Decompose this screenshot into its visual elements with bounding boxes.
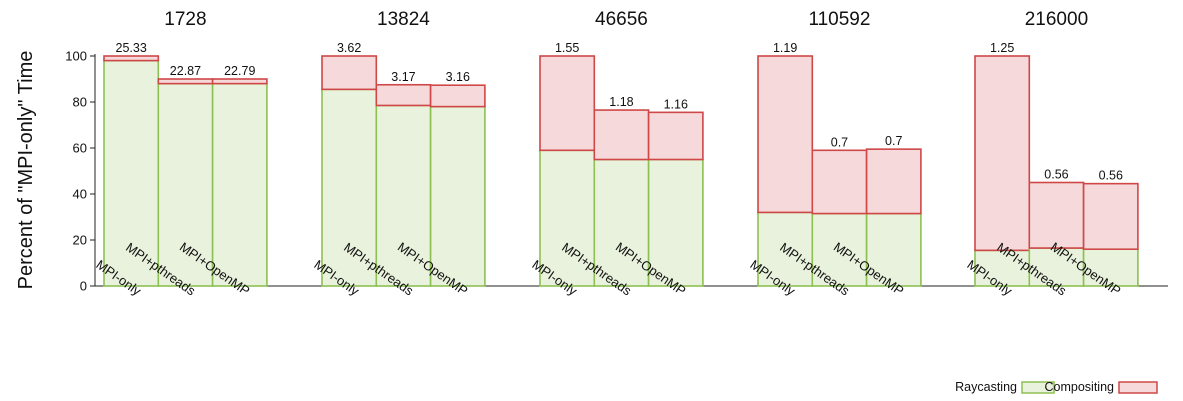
raycasting-bar	[1082, 248, 1139, 287]
compositing-bar	[1082, 182, 1139, 250]
data-label: 1.16	[664, 97, 688, 111]
compositing-bar	[103, 55, 160, 62]
group-title: 46656	[595, 9, 648, 30]
data-label: 0.56	[1044, 168, 1068, 182]
bar-group: 2160001.25MPI-only0.56MPI+pthreads0.56MP…	[964, 9, 1139, 299]
data-label: 3.16	[446, 70, 470, 84]
group-title: 1728	[164, 9, 206, 30]
group-title: 13824	[377, 9, 430, 30]
compositing-bar	[211, 78, 268, 85]
raycasting-bar	[375, 104, 432, 287]
data-label: 0.56	[1099, 169, 1123, 183]
raycasting-bar	[157, 82, 214, 287]
compositing-bar	[1028, 181, 1085, 249]
bar-group: 172825.33MPI-only22.87MPI+pthreads22.79M…	[93, 9, 268, 299]
raycasting-bar	[974, 249, 1031, 287]
legend-label-raycasting: Raycasting	[955, 380, 1017, 394]
legend-swatch-compositing	[1118, 381, 1158, 394]
y-tick-label: 0	[80, 279, 87, 294]
compositing-bar	[811, 149, 868, 215]
y-tick-label: 20	[73, 233, 87, 248]
bar-group: 466561.55MPI-only1.18MPI+pthreads1.16MPI…	[529, 9, 704, 299]
y-tick-label: 40	[73, 187, 87, 202]
y-axis-label: Percent of "MPI-only" Time	[15, 51, 37, 290]
compositing-bar	[865, 148, 922, 215]
compositing-bar	[757, 55, 814, 214]
raycasting-bar	[539, 149, 596, 287]
data-label: 22.79	[224, 64, 255, 78]
data-label: 3.62	[337, 41, 361, 55]
compositing-bar	[539, 55, 596, 152]
raycasting-bar	[429, 105, 486, 287]
raycasting-bar	[211, 82, 268, 287]
raycasting-bar	[811, 212, 868, 287]
data-label: 1.25	[990, 41, 1014, 55]
compositing-bar	[321, 55, 378, 91]
compositing-bar	[429, 84, 486, 108]
group-title: 110592	[808, 9, 870, 30]
data-label: 0.7	[831, 135, 848, 149]
data-label: 1.55	[555, 41, 579, 55]
y-tick-label: 100	[65, 49, 87, 64]
bar-groups: 172825.33MPI-only22.87MPI+pthreads22.79M…	[93, 9, 1139, 299]
compositing-bar	[157, 78, 214, 85]
compositing-bar	[593, 109, 650, 161]
compositing-bar	[974, 55, 1031, 252]
legend-label-compositing: Compositing	[1045, 380, 1115, 394]
data-label: 1.18	[609, 95, 633, 109]
y-tick-label: 60	[73, 141, 87, 156]
raycasting-bar	[757, 211, 814, 287]
legend: Raycasting Compositing	[955, 380, 1158, 394]
data-label: 3.17	[391, 70, 415, 84]
legend-swatch-raycasting	[1021, 381, 1055, 394]
group-title: 216000	[1025, 9, 1088, 30]
y-tick-label: 80	[73, 95, 87, 110]
data-label: 0.7	[885, 134, 902, 148]
data-label: 25.33	[116, 41, 147, 55]
data-label: 22.87	[170, 64, 201, 78]
bar-group: 1105921.19MPI-only0.7MPI+pthreads0.7MPI+…	[747, 9, 922, 299]
raycasting-bar	[865, 212, 922, 287]
raycasting-bar	[1028, 247, 1085, 287]
data-label: 1.19	[773, 41, 797, 55]
raycasting-bar	[647, 158, 704, 287]
bar-group: 138243.62MPI-only3.17MPI+pthreads3.16MPI…	[311, 9, 486, 299]
compositing-bar	[375, 83, 432, 107]
compositing-bar	[647, 111, 704, 161]
